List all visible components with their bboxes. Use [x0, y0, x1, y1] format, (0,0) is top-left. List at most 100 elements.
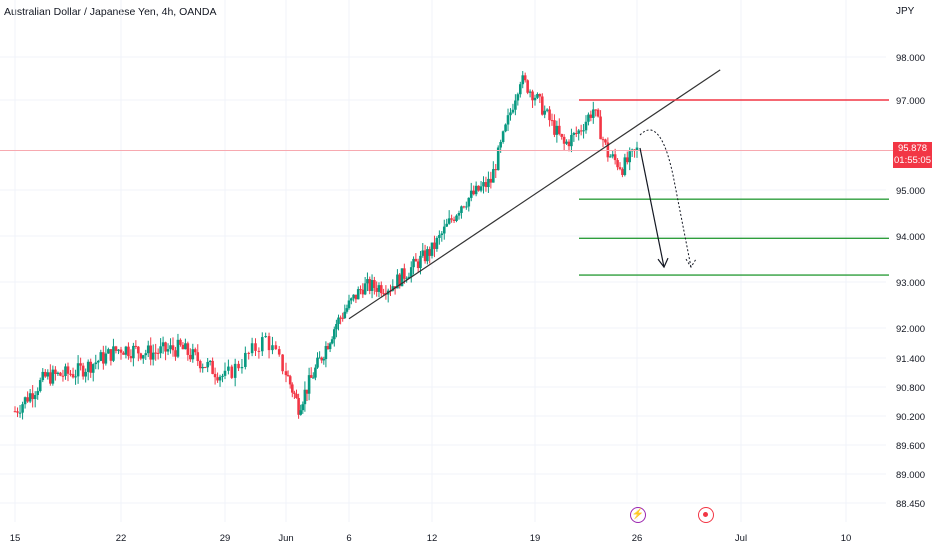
candle-body [16, 411, 19, 413]
candle-body [628, 151, 632, 163]
candle-body [324, 346, 328, 360]
candle-body [596, 109, 600, 117]
candle-body [455, 215, 458, 221]
candle-body [560, 133, 564, 137]
candle-body [305, 389, 309, 394]
y-axis-label: 98.000 [896, 53, 925, 64]
candle-body [206, 361, 209, 368]
candle-body [514, 100, 517, 110]
candle-body [570, 134, 573, 147]
candle-body [540, 96, 544, 115]
candle-body [191, 349, 195, 360]
candle-body [577, 130, 581, 134]
candle-body [333, 329, 336, 340]
candle-body [18, 412, 22, 414]
candle-body [419, 255, 422, 269]
candle-body [303, 389, 307, 405]
candle-body [494, 169, 498, 171]
candle-body [400, 268, 404, 287]
candle-body [260, 337, 264, 352]
candle-body [174, 350, 177, 357]
candle-body [134, 345, 138, 347]
candle-body [171, 345, 175, 351]
candle-body [109, 349, 113, 361]
candle-body [213, 373, 217, 378]
candle-body [452, 219, 456, 221]
candle-body [218, 376, 222, 381]
candle-body [76, 363, 80, 377]
target-icon[interactable] [698, 507, 714, 523]
candle-body [107, 349, 110, 354]
candle-body [479, 186, 483, 191]
y-axis-label: 90.200 [896, 412, 925, 423]
candle-body [562, 136, 566, 144]
candle-body [293, 392, 296, 394]
y-axis-label: 93.000 [896, 278, 925, 289]
candle-body [584, 121, 588, 131]
candle-body [521, 75, 525, 85]
candle-body [328, 343, 332, 350]
candle-body [460, 206, 463, 213]
candle-body [237, 363, 240, 369]
candle-body [137, 346, 140, 354]
candle-body [377, 285, 381, 292]
candle-body [403, 268, 406, 279]
candle-body [146, 345, 150, 354]
candle-body [352, 294, 355, 299]
candle-body [347, 300, 351, 309]
candle-body [409, 267, 413, 277]
candle-body [604, 139, 607, 143]
x-axis-label: 29 [220, 533, 231, 544]
candle-body [345, 308, 349, 312]
candle-body [616, 160, 619, 168]
candle-body [623, 157, 627, 175]
candle-body [31, 393, 34, 400]
candle-body [492, 169, 495, 183]
candle-body [13, 411, 17, 413]
candle-body [318, 357, 321, 359]
candle-body [368, 279, 372, 291]
candle-body [250, 343, 254, 354]
candle-body [467, 197, 471, 207]
candle-body [482, 182, 485, 187]
candle-body [445, 223, 449, 227]
candle-body [523, 75, 527, 81]
candle-body [284, 371, 288, 376]
candle-body [379, 285, 383, 294]
candle-body [141, 355, 145, 359]
candle-body [91, 364, 95, 373]
candle-body [337, 317, 340, 325]
candle-body [221, 375, 224, 377]
candle-body [518, 84, 522, 95]
candle-body [144, 353, 148, 356]
candle-body [487, 178, 490, 188]
candle-body [230, 366, 234, 378]
candle-body [122, 352, 125, 355]
candle-body [356, 289, 360, 300]
candle-body [129, 356, 133, 359]
candle-body [341, 317, 344, 319]
candle-body [216, 377, 219, 381]
candle-body [335, 324, 338, 330]
candle-body [433, 242, 436, 249]
candle-body [257, 350, 261, 352]
candle-body [314, 367, 317, 378]
candle-body [516, 94, 520, 101]
lightning-icon[interactable]: ⚡ [630, 507, 646, 523]
candle-body [606, 142, 610, 158]
candle-body [51, 369, 55, 384]
candle-body [38, 380, 42, 392]
candle-body [288, 376, 292, 385]
candle-body [450, 218, 453, 220]
candle-body [23, 397, 27, 405]
candle-body [363, 283, 367, 295]
candle-body [54, 369, 57, 374]
candle-body [161, 342, 165, 347]
candle-body [281, 354, 284, 372]
candle-body [277, 349, 281, 355]
candle-body [271, 345, 274, 351]
candle-body [196, 352, 200, 362]
projection-arrow-dotted [639, 129, 692, 268]
x-axis-label: 19 [530, 533, 541, 544]
